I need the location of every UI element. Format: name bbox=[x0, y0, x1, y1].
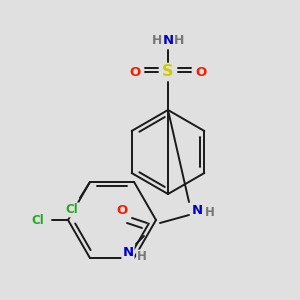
Text: H: H bbox=[174, 34, 184, 46]
Text: N: N bbox=[122, 245, 134, 259]
Text: N: N bbox=[162, 34, 174, 46]
Text: Cl: Cl bbox=[32, 214, 44, 226]
Text: O: O bbox=[195, 65, 207, 79]
Text: N: N bbox=[191, 203, 203, 217]
Text: O: O bbox=[116, 203, 128, 217]
Text: Cl: Cl bbox=[66, 203, 78, 216]
Text: S: S bbox=[162, 64, 174, 80]
Text: O: O bbox=[129, 65, 141, 79]
Text: H: H bbox=[205, 206, 215, 220]
Text: H: H bbox=[152, 34, 162, 46]
Text: H: H bbox=[137, 250, 147, 263]
